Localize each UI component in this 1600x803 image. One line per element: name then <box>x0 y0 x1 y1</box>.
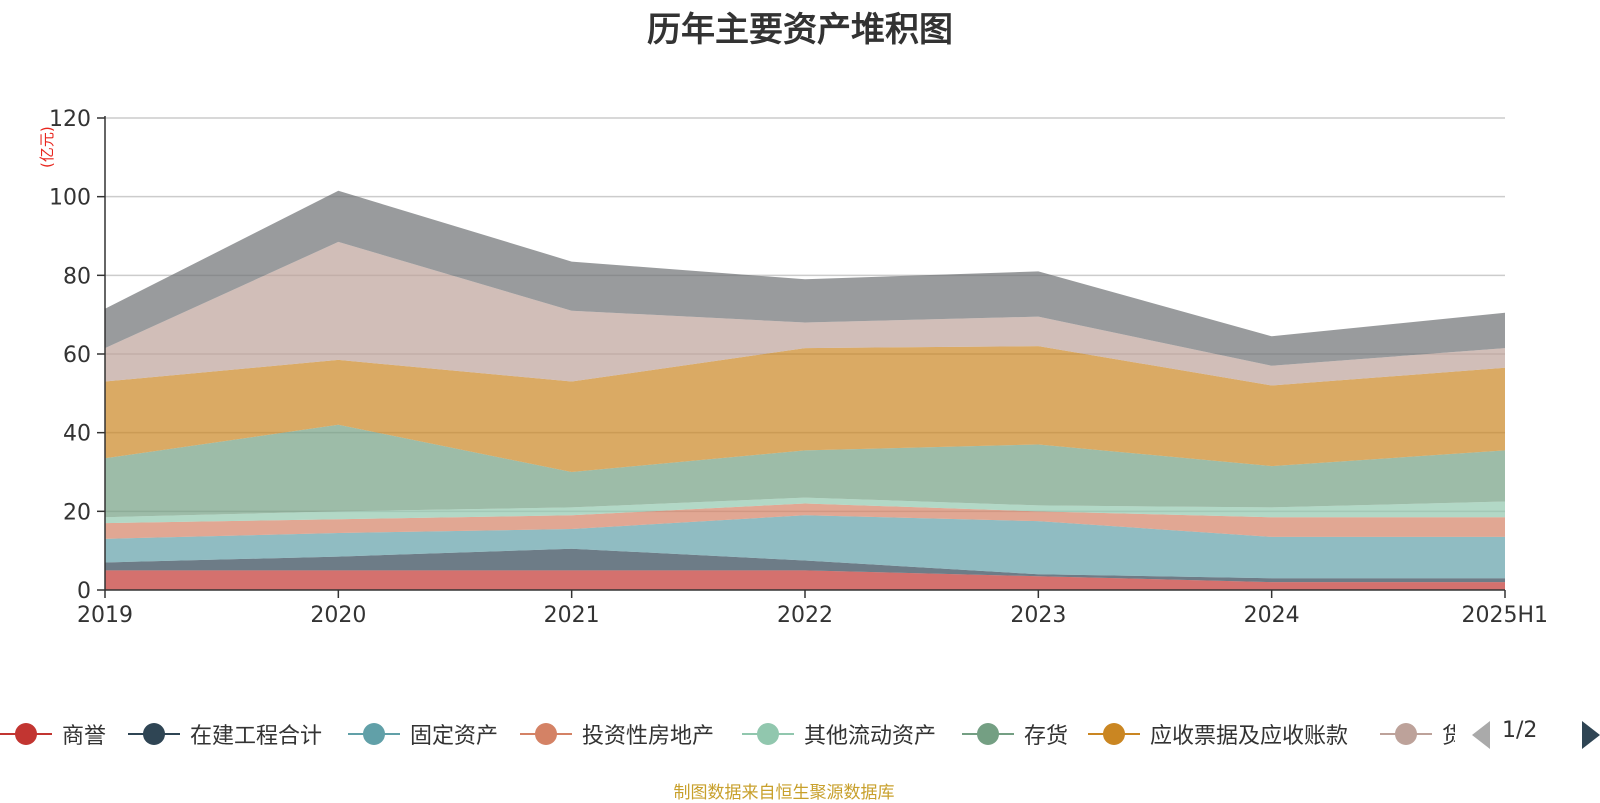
chart-title: 历年主要资产堆积图 <box>647 10 953 50</box>
legend-label: 商誉 <box>62 724 107 749</box>
legend-symbol-icon <box>0 721 52 747</box>
x-tick-label: 2024 <box>1244 603 1300 628</box>
area-series-5 <box>105 497 1505 524</box>
y-tick-label: 0 <box>77 579 91 604</box>
legend: 商誉在建工程合计固定资产投资性房地产其他流动资产存货应收票据及应收账款货币资金其… <box>0 712 1600 756</box>
legend-item[interactable]: 商誉 <box>0 712 106 756</box>
legend-item[interactable]: 固定资产 <box>348 712 498 756</box>
legend-symbol-icon <box>742 721 794 747</box>
axes: 0 20 40 60 80 100 120 2019 2020 2021 2022 2023 2024 2… <box>49 107 1548 628</box>
y-tick-label: 40 <box>63 422 91 447</box>
area-series-4 <box>105 503 1505 539</box>
legend-item[interactable]: 其他流动资产 <box>742 712 936 756</box>
legend-page-indicator: 1/2 <box>1502 718 1538 743</box>
area-series-9 <box>105 190 1505 366</box>
legend-label: 应收票据及应收账款 <box>1150 724 1349 749</box>
legend-symbol-icon <box>128 721 180 747</box>
legend-label: 固定资产 <box>410 724 499 749</box>
y-tick-label: 100 <box>49 186 91 211</box>
x-tick-label: 2025H1 <box>1461 603 1548 628</box>
area-series-7 <box>105 346 1505 472</box>
y-tick-label: 20 <box>63 500 91 525</box>
legend-item[interactable]: 投资性房地产 <box>520 712 714 756</box>
legend-item[interactable]: 应收票据及应收账款 <box>1088 712 1348 756</box>
legend-symbol-icon <box>1380 721 1432 747</box>
legend-next-page-icon[interactable] <box>1582 721 1600 749</box>
legend-prev-page-icon[interactable] <box>1472 721 1490 749</box>
x-tick-label: 2021 <box>544 603 600 628</box>
legend-symbol-icon <box>1088 721 1140 747</box>
x-tick-label: 2023 <box>1010 603 1066 628</box>
legend-items: 商誉在建工程合计固定资产投资性房地产其他流动资产存货应收票据及应收账款货币资金其… <box>0 712 1455 756</box>
legend-symbol-icon <box>962 721 1014 747</box>
y-tick-label: 60 <box>63 343 91 368</box>
x-tick-label: 2020 <box>310 603 366 628</box>
legend-label: 货币资金 <box>1442 724 1455 749</box>
y-tick-label: 80 <box>63 264 91 289</box>
legend-symbol-icon <box>348 721 400 747</box>
legend-item[interactable]: 存货 <box>962 712 1068 756</box>
legend-item[interactable]: 货币资金 <box>1380 712 1455 756</box>
area-series-8 <box>105 241 1505 386</box>
area-series-3 <box>105 515 1505 579</box>
legend-item[interactable]: 在建工程合计 <box>128 712 322 756</box>
legend-label: 其他流动资产 <box>804 724 937 749</box>
x-tick-label: 2022 <box>777 603 833 628</box>
y-tick-label: 120 <box>49 107 91 132</box>
area-series-1 <box>105 570 1505 590</box>
legend-label: 在建工程合计 <box>190 724 323 749</box>
legend-pager: 1/2 <box>1472 712 1600 756</box>
area-series-6 <box>105 424 1505 518</box>
legend-label: 投资性房地产 <box>582 724 715 749</box>
source-note: 制图数据来自恒生聚源数据库 <box>673 783 895 803</box>
legend-symbol-icon <box>520 721 572 747</box>
x-tick-label: 2019 <box>77 603 133 628</box>
area-series-2 <box>105 548 1505 583</box>
area-series <box>105 190 1505 590</box>
legend-label: 存货 <box>1024 724 1069 749</box>
